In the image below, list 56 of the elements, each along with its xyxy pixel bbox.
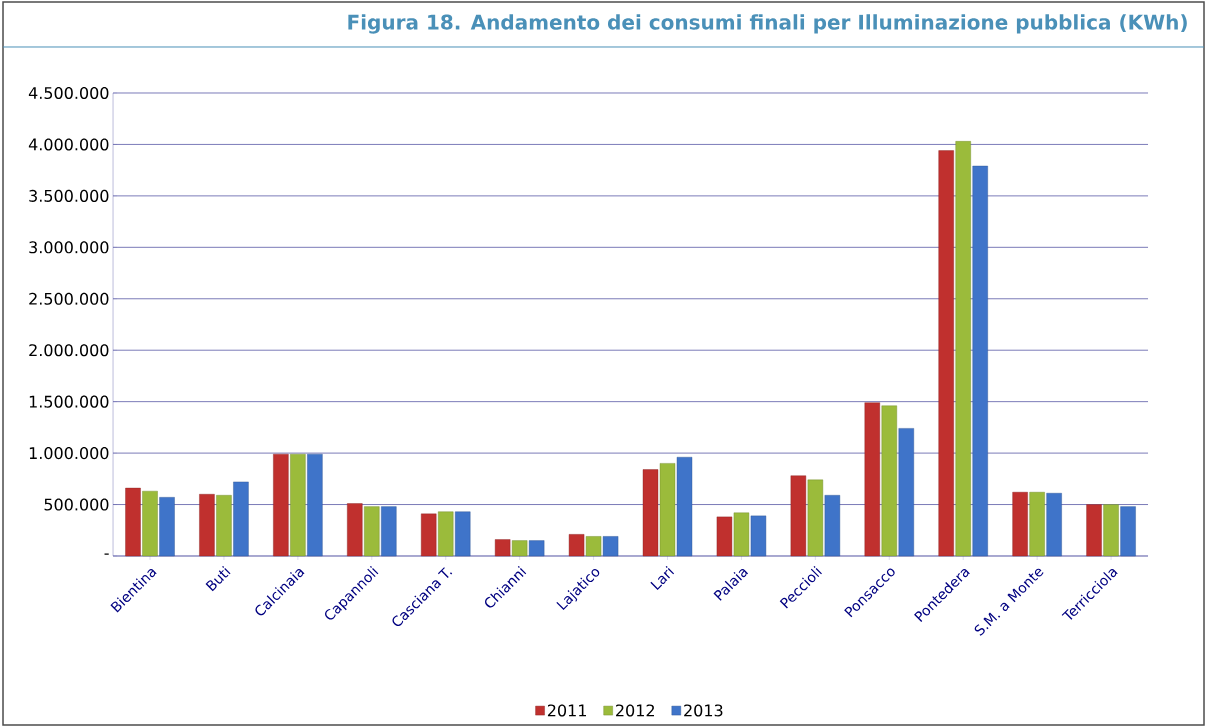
bar (364, 506, 380, 557)
y-tick-label: 4.000.000 (28, 138, 109, 151)
bar (511, 540, 528, 557)
bar (438, 511, 454, 557)
bar (750, 515, 767, 557)
bar (216, 495, 232, 557)
bar (290, 453, 306, 557)
bar (716, 516, 733, 557)
bar (307, 453, 323, 557)
bar (1046, 493, 1062, 557)
bar (1103, 504, 1119, 557)
chart-title: Figura 18. Andamento dei consumi finali per Illuminazione pubblica (KWh) (348, 14, 1187, 34)
bar (824, 495, 841, 557)
bar (676, 457, 693, 557)
bar (602, 536, 619, 557)
bar (938, 150, 954, 557)
bar (568, 534, 585, 557)
y-tick-label: 1.000.000 (29, 447, 109, 460)
y-tick-label: 3.000.000 (29, 241, 109, 254)
bar (347, 503, 363, 557)
legend-label: 2011 (547, 704, 586, 717)
bar (642, 469, 659, 557)
bar (1029, 491, 1045, 557)
bar (972, 165, 988, 557)
bar (381, 506, 397, 557)
bar (455, 511, 471, 557)
bar (142, 490, 158, 557)
bar (898, 428, 914, 557)
bar (199, 494, 215, 557)
bar (494, 539, 511, 557)
y-tick-label: 3.500.000 (29, 189, 109, 202)
bar (1086, 504, 1102, 557)
bar (1012, 491, 1028, 557)
bar (233, 481, 249, 557)
bar (807, 479, 824, 557)
y-tick-label: 2.500.000 (29, 292, 109, 305)
bar (955, 141, 971, 557)
bar (528, 540, 545, 557)
bar (881, 405, 897, 557)
legend-label: 2012 (616, 704, 654, 717)
y-tick-label: 2.000.000 (29, 344, 109, 357)
bar (864, 402, 880, 557)
bar (733, 512, 750, 557)
bar (659, 463, 676, 557)
y-tick-label: 1.500.000 (29, 395, 109, 408)
bar (790, 475, 807, 557)
y-tick-label: 500.000 (44, 498, 109, 511)
y-tick-label: 4.500.000 (28, 86, 109, 100)
bar (1120, 506, 1136, 557)
y-tick-label: - (104, 553, 109, 555)
legend-label: 2013 (684, 704, 723, 717)
bar (159, 497, 175, 557)
bar (585, 536, 602, 557)
bar (273, 453, 289, 557)
bar (421, 513, 437, 557)
bar (125, 487, 141, 557)
